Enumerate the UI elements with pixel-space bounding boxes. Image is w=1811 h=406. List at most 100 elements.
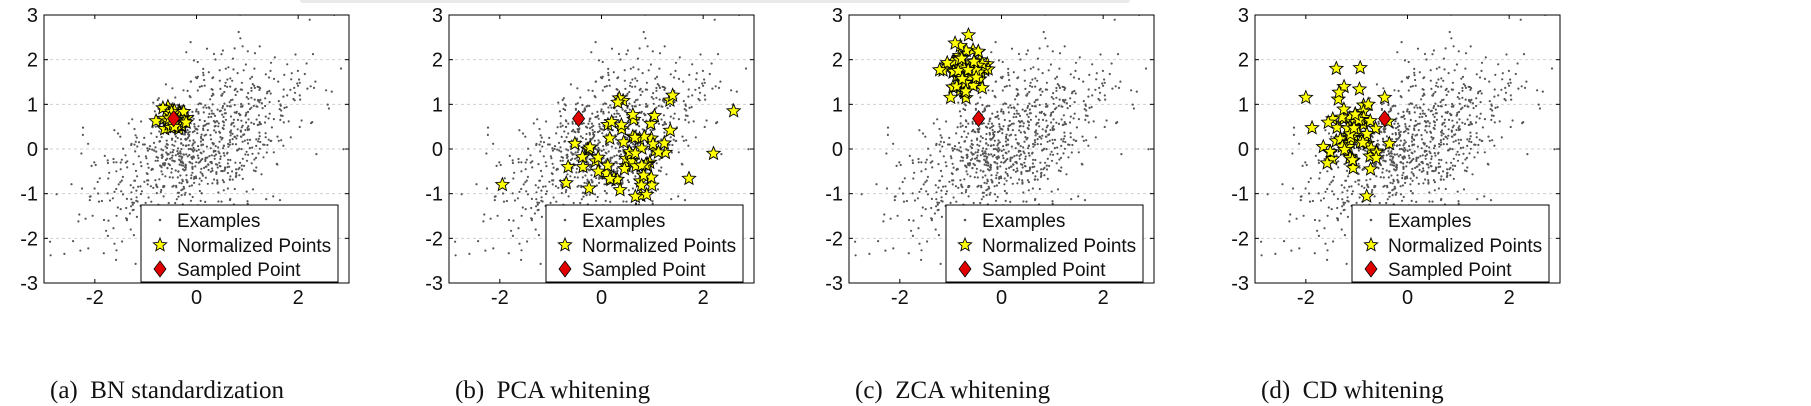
example-point xyxy=(563,140,567,143)
example-point xyxy=(518,190,521,193)
example-point xyxy=(611,156,614,159)
example-point xyxy=(483,213,486,216)
example-point xyxy=(231,132,234,135)
example-point xyxy=(210,94,213,97)
example-point xyxy=(985,147,988,151)
example-point xyxy=(1414,84,1417,87)
example-point xyxy=(279,114,282,117)
example-point xyxy=(646,45,649,48)
example-point xyxy=(258,121,261,124)
example-point xyxy=(997,155,1000,158)
example-point xyxy=(1041,72,1044,75)
example-point xyxy=(229,105,232,108)
example-point xyxy=(616,169,619,172)
example-point xyxy=(1016,167,1019,170)
example-point xyxy=(1026,104,1030,108)
example-point xyxy=(1025,200,1028,203)
example-point xyxy=(269,92,272,95)
example-point xyxy=(588,169,591,172)
example-point xyxy=(1424,154,1427,157)
example-point xyxy=(961,159,964,162)
example-point xyxy=(1404,148,1407,151)
example-point xyxy=(601,132,604,135)
example-point xyxy=(911,159,914,162)
example-point xyxy=(614,134,617,137)
sampled-point xyxy=(972,109,986,128)
example-point xyxy=(591,89,594,92)
example-point xyxy=(1410,159,1414,162)
example-point xyxy=(1480,92,1483,95)
example-point xyxy=(1472,107,1475,110)
example-point xyxy=(193,125,196,128)
example-point xyxy=(1062,114,1065,117)
example-point xyxy=(560,192,563,195)
example-point xyxy=(1416,145,1419,148)
example-point xyxy=(1009,200,1012,203)
example-point xyxy=(137,141,141,144)
example-point xyxy=(1431,94,1434,97)
example-point xyxy=(1001,154,1005,157)
example-point xyxy=(939,134,942,137)
example-point xyxy=(1010,106,1013,109)
example-point xyxy=(268,89,271,93)
example-point xyxy=(1326,170,1329,173)
example-point xyxy=(1490,118,1493,121)
example-point xyxy=(985,142,988,145)
example-point xyxy=(189,199,193,202)
example-point xyxy=(1032,66,1035,69)
example-point xyxy=(1469,147,1472,150)
example-point xyxy=(1082,139,1085,142)
example-point xyxy=(265,198,268,201)
example-point xyxy=(589,166,592,169)
example-point xyxy=(162,195,165,198)
example-point xyxy=(134,150,137,153)
example-point xyxy=(192,59,195,62)
example-point xyxy=(634,105,637,108)
example-point xyxy=(209,170,212,173)
example-point xyxy=(314,80,317,83)
example-point xyxy=(1012,163,1015,166)
example-point xyxy=(1491,109,1494,112)
example-point xyxy=(213,154,216,157)
example-point xyxy=(228,101,231,104)
example-point xyxy=(1522,121,1525,124)
example-point xyxy=(954,185,958,188)
example-point xyxy=(886,126,890,129)
example-point xyxy=(903,177,906,180)
example-point xyxy=(135,196,138,199)
example-point xyxy=(529,154,532,157)
example-point xyxy=(1397,128,1400,132)
example-point xyxy=(1041,134,1044,137)
example-point xyxy=(1015,109,1018,112)
example-point xyxy=(1488,80,1491,83)
example-point xyxy=(216,179,219,182)
example-point xyxy=(1427,166,1430,169)
example-point xyxy=(877,240,880,243)
normalized-point xyxy=(560,158,576,174)
example-point xyxy=(206,156,209,159)
example-point xyxy=(258,131,261,134)
example-point xyxy=(1056,152,1059,155)
example-point xyxy=(1324,242,1327,245)
example-point xyxy=(1000,177,1003,180)
example-point xyxy=(189,80,193,83)
example-point xyxy=(1454,133,1457,136)
example-point xyxy=(965,136,968,139)
x-tick-label: 2 xyxy=(1098,287,1109,309)
example-point xyxy=(1456,96,1459,99)
example-point xyxy=(1000,108,1003,111)
example-point xyxy=(628,84,632,87)
example-point xyxy=(1389,181,1392,184)
example-point xyxy=(636,79,639,82)
example-point xyxy=(1448,30,1451,34)
example-point xyxy=(578,127,581,130)
example-point xyxy=(199,140,202,143)
example-point xyxy=(1433,144,1436,147)
example-point xyxy=(530,217,533,220)
example-point xyxy=(511,234,514,237)
example-point xyxy=(1429,79,1432,82)
example-point xyxy=(289,136,292,139)
example-point xyxy=(1019,145,1022,148)
normalized-points-series xyxy=(1298,59,1398,203)
example-point xyxy=(1060,166,1063,169)
